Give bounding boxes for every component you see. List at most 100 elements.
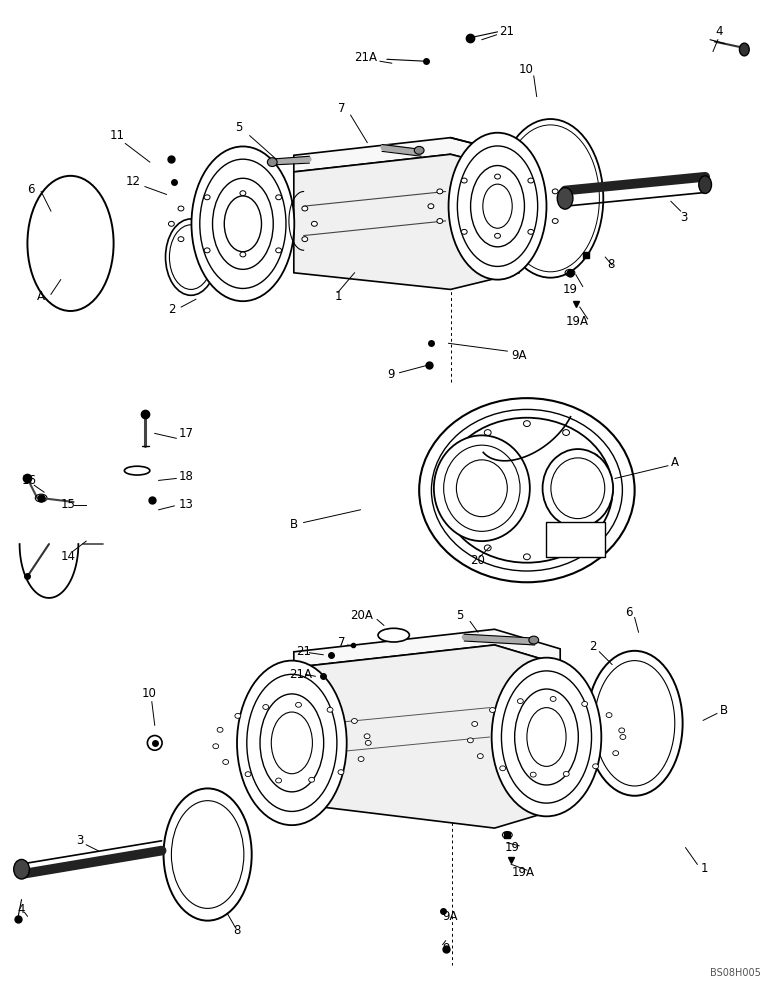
Ellipse shape [558,188,573,209]
Text: 12: 12 [125,175,141,188]
Text: A: A [671,456,679,469]
Text: B: B [720,704,728,717]
Ellipse shape [170,225,213,289]
Ellipse shape [515,689,578,785]
Ellipse shape [364,734,370,739]
Text: 15: 15 [61,498,75,511]
Ellipse shape [213,178,273,269]
Ellipse shape [563,430,570,435]
Text: 18: 18 [178,470,193,483]
Polygon shape [294,138,519,172]
Text: 21: 21 [499,25,515,38]
Ellipse shape [240,191,246,196]
Text: 19: 19 [563,283,578,296]
Ellipse shape [124,466,150,475]
Ellipse shape [619,728,624,733]
Ellipse shape [591,521,598,526]
Text: 19A: 19A [511,866,535,879]
Ellipse shape [524,421,531,427]
Text: 4: 4 [715,25,723,38]
Ellipse shape [524,554,531,560]
Ellipse shape [495,174,501,179]
Ellipse shape [437,219,443,223]
Ellipse shape [224,196,261,252]
Text: 7: 7 [338,102,346,115]
Polygon shape [547,522,605,557]
Ellipse shape [468,738,473,743]
Polygon shape [294,154,519,289]
Ellipse shape [237,661,346,825]
Ellipse shape [483,184,512,228]
Text: 8: 8 [607,258,614,271]
Ellipse shape [458,146,538,266]
Ellipse shape [498,119,604,278]
Ellipse shape [419,398,634,582]
Ellipse shape [302,237,308,242]
Ellipse shape [267,158,277,167]
Ellipse shape [312,221,317,226]
Ellipse shape [563,771,569,776]
Text: 9A: 9A [442,910,458,923]
Ellipse shape [594,661,675,786]
Ellipse shape [171,801,244,908]
Ellipse shape [563,545,570,551]
Ellipse shape [602,487,609,493]
Ellipse shape [613,751,619,756]
Ellipse shape [223,760,229,764]
Ellipse shape [485,430,492,435]
Text: 1: 1 [335,290,343,303]
Ellipse shape [352,719,357,723]
Text: 6: 6 [28,183,35,196]
Ellipse shape [550,697,556,701]
Ellipse shape [528,178,534,183]
Ellipse shape [437,189,443,194]
Text: 21: 21 [296,645,311,658]
Ellipse shape [552,189,558,194]
Ellipse shape [472,721,478,726]
Ellipse shape [530,772,536,777]
Ellipse shape [455,454,462,460]
Ellipse shape [168,221,174,226]
Ellipse shape [276,195,282,200]
Ellipse shape [338,770,344,775]
Ellipse shape [276,248,282,253]
Ellipse shape [561,204,567,209]
Ellipse shape [260,694,323,792]
Text: 2: 2 [590,640,597,653]
Ellipse shape [620,735,626,739]
Text: 10: 10 [142,687,157,700]
Ellipse shape [217,727,223,732]
Ellipse shape [444,445,520,531]
Ellipse shape [445,487,452,493]
Text: 9: 9 [442,942,450,955]
Text: 9: 9 [387,368,394,381]
Ellipse shape [434,435,530,541]
Text: 11: 11 [110,129,124,142]
Ellipse shape [164,788,252,921]
Ellipse shape [191,146,294,301]
Ellipse shape [428,204,434,209]
Ellipse shape [593,764,598,769]
Ellipse shape [587,651,683,796]
Ellipse shape [432,409,622,571]
Text: 7: 7 [338,636,346,649]
Ellipse shape [492,658,601,816]
Text: 3: 3 [76,834,84,847]
Ellipse shape [740,43,750,56]
Ellipse shape [14,859,29,879]
Ellipse shape [552,219,558,223]
Text: 9A: 9A [511,349,527,362]
Ellipse shape [204,248,210,253]
Ellipse shape [471,166,525,247]
Ellipse shape [178,237,184,242]
Ellipse shape [378,628,409,642]
Text: 16: 16 [22,474,37,487]
Ellipse shape [309,777,315,782]
Ellipse shape [28,176,114,311]
Ellipse shape [495,233,501,238]
Ellipse shape [542,449,613,527]
Ellipse shape [247,674,337,811]
Ellipse shape [235,713,241,718]
Ellipse shape [502,125,599,272]
Text: 21A: 21A [289,668,312,681]
